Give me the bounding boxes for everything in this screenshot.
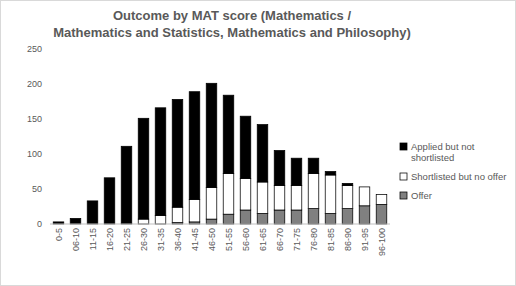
bar-segment (376, 195, 387, 205)
x-tick-label: 36-40 (173, 228, 183, 251)
x-tick-label: 96-100 (377, 228, 387, 256)
bar-segment (376, 204, 387, 224)
x-tick-label: 11-15 (88, 228, 98, 250)
bar-segment (87, 201, 98, 224)
chart: Outcome by MAT score (Mathematics /Mathe… (0, 0, 516, 286)
x-tick-label: 51-55 (224, 228, 234, 251)
legend: Applied but notshortlisted Shortlisted bu… (400, 141, 506, 201)
x-tick-label: 71-75 (292, 228, 302, 251)
bar-segment (325, 172, 336, 176)
bar-segment (291, 158, 302, 185)
y-tick-label: 0 (37, 219, 42, 229)
bar-segment (138, 118, 149, 219)
y-tick-label: 100 (27, 149, 42, 159)
bar-segment (274, 186, 285, 211)
bar-segment (138, 219, 149, 224)
bar-segment (70, 218, 81, 224)
legend-label: Shortlisted but no offer (411, 171, 506, 182)
bar-segment (155, 216, 166, 224)
bar-segment (172, 99, 183, 207)
bar-segment (308, 209, 319, 224)
bar-segment (172, 207, 183, 222)
bar-segment (325, 175, 336, 214)
legend-swatch (400, 173, 407, 180)
x-tick-label: 81-85 (326, 228, 336, 251)
x-tick-label: 86-90 (343, 228, 353, 251)
x-tick-label: 91-95 (360, 228, 370, 251)
chart-frame (1, 1, 516, 286)
x-tick-label: 61-65 (258, 228, 268, 251)
bar-segment (274, 151, 285, 186)
legend-label: Applied but notshortlisted (411, 141, 475, 163)
y-tick-label: 150 (27, 114, 42, 124)
bar-segment (206, 188, 217, 220)
bar-segment (342, 183, 353, 185)
bar-segment (189, 200, 200, 222)
x-tick-label: 46-50 (207, 228, 217, 251)
bar-segment (240, 116, 251, 178)
bar-segment (155, 108, 166, 216)
bar-segment (223, 95, 234, 173)
x-tick-label: 41-45 (190, 228, 200, 251)
bar-segment (257, 214, 268, 225)
bar-segment (291, 210, 302, 224)
bar-segment (240, 210, 251, 224)
bar-segment (223, 214, 234, 224)
x-tick-label: 26-30 (139, 228, 149, 251)
bar-segment (359, 186, 370, 187)
y-tick-label: 200 (27, 79, 42, 89)
bar-segment (308, 174, 319, 209)
y-tick-label: 50 (32, 184, 42, 194)
bar-segment (291, 186, 302, 211)
bar-segment (189, 92, 200, 200)
y-tick-label: 250 (27, 44, 42, 54)
bar-segment (342, 209, 353, 224)
bar-segment (206, 219, 217, 224)
bar-segment (240, 179, 251, 211)
bar-segment (359, 187, 370, 206)
x-tick-label: 06-10 (71, 228, 81, 251)
title: Outcome by MAT score (Mathematics /Mathe… (53, 8, 411, 40)
legend-swatch (400, 192, 407, 199)
bar-segment (257, 182, 268, 214)
legend-label: Offer (411, 190, 432, 201)
legend-swatch (400, 143, 407, 150)
x-tick-label: 31-35 (156, 228, 166, 251)
bar-segment (223, 174, 234, 215)
bar-segment (376, 194, 387, 195)
bar-segment (342, 186, 353, 209)
x-axis (50, 224, 390, 225)
x-tick-label: 21-25 (122, 228, 132, 251)
bar-segment (206, 83, 217, 187)
x-tick-label: 0-5 (54, 228, 64, 241)
bar-segment (121, 146, 132, 223)
bar-segment (325, 214, 336, 225)
bar-segment (308, 158, 319, 173)
x-tick-label: 66-70 (275, 228, 285, 251)
bar-segment (359, 206, 370, 224)
bar-segment (257, 125, 268, 182)
bar-segment (274, 210, 285, 224)
x-tick-label: 16-20 (105, 228, 115, 251)
x-tick-label: 76-80 (309, 228, 319, 251)
x-tick-label: 56-60 (241, 228, 251, 251)
bar-segment (104, 178, 115, 224)
